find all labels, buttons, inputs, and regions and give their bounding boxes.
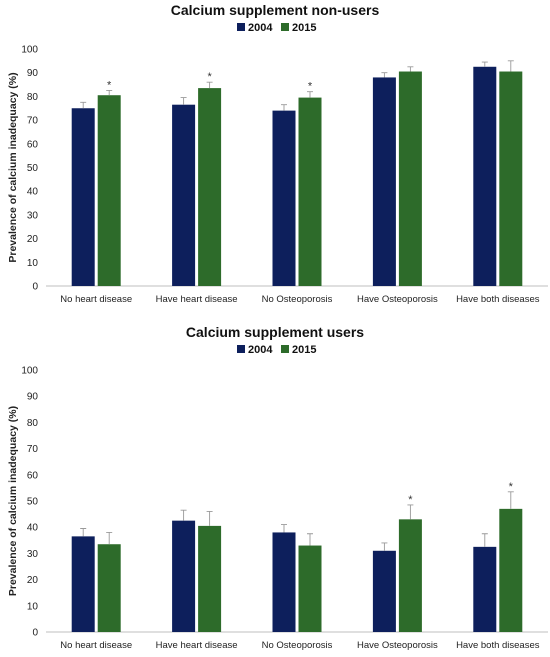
legend-swatch-2004 [237, 23, 245, 31]
y-axis-label: Prevalence of calcium inadequacy (%) [7, 72, 19, 262]
x-tick-label: No Osteoporosis [262, 640, 333, 651]
x-tick-label: No Osteoporosis [262, 294, 333, 305]
error-bar-2004-1 [180, 509, 187, 521]
bar-2004-0 [71, 536, 95, 632]
error-bar-2004-4 [481, 61, 488, 67]
y-tick-label: 40 [27, 523, 39, 534]
error-bar-2004-3 [381, 542, 388, 551]
x-tick-label: Have heart disease [156, 640, 238, 651]
significance-marker: * [408, 494, 413, 506]
x-tick-label: Have Osteoporosis [357, 294, 438, 305]
y-tick-label: 70 [27, 116, 39, 127]
y-tick-label: 100 [21, 45, 38, 56]
error-bar-2015-4 [507, 491, 514, 509]
bar-2015-3 [398, 519, 422, 632]
error-bar-2015-0 [106, 531, 113, 545]
bar-2004-3 [372, 550, 396, 632]
legend-label-2004: 2004 [248, 344, 273, 356]
error-bar-2015-3 [407, 504, 414, 520]
y-tick-label: 30 [27, 549, 39, 560]
x-tick-label: No heart disease [60, 640, 132, 651]
error-bar-2015-2 [307, 533, 313, 546]
legend-label-2015: 2015 [292, 344, 316, 356]
x-tick-label: No heart disease [60, 294, 132, 305]
x-tick-label: Have both diseases [456, 640, 540, 651]
legend-swatch-2015 [281, 345, 289, 353]
error-bar-2004-2 [281, 104, 287, 111]
bar-2015-4 [499, 508, 523, 632]
bar-2004-3 [372, 77, 396, 286]
y-tick-label: 60 [27, 470, 39, 481]
bar-2015-2 [298, 97, 322, 287]
error-bar-2004-0 [80, 101, 87, 109]
bar-2004-1 [172, 104, 196, 286]
bar-2015-2 [298, 545, 322, 632]
error-bar-2015-1 [206, 81, 213, 89]
error-bar-2015-2 [307, 91, 313, 98]
bar-2004-2 [272, 110, 296, 287]
error-bar-2004-3 [381, 72, 388, 78]
y-axis-label: Prevalence of calcium inadequacy (%) [7, 406, 19, 596]
significance-marker: * [207, 71, 212, 83]
y-tick-label: 20 [27, 234, 39, 245]
chart-title: Calcium supplement users [186, 324, 364, 340]
y-tick-label: 60 [27, 139, 39, 150]
error-bar-2015-0 [106, 90, 113, 96]
y-tick-label: 80 [27, 418, 39, 429]
y-tick-label: 100 [21, 366, 38, 377]
bar-2004-1 [172, 520, 196, 632]
x-tick-label: Have Osteoporosis [357, 640, 438, 651]
y-tick-label: 10 [27, 258, 39, 269]
y-tick-label: 10 [27, 601, 39, 612]
y-tick-label: 50 [27, 497, 39, 508]
significance-marker: * [107, 79, 112, 91]
chart-title: Calcium supplement non-users [171, 2, 380, 18]
legend-swatch-2004 [237, 345, 245, 353]
y-tick-label: 0 [32, 628, 38, 639]
legend-swatch-2015 [281, 23, 289, 31]
error-bar-2004-0 [80, 528, 87, 537]
bar-2004-0 [71, 108, 95, 286]
bar-2015-0 [97, 544, 121, 632]
bar-2015-1 [198, 88, 222, 286]
significance-marker: * [308, 81, 313, 93]
bar-2004-2 [272, 532, 296, 632]
y-tick-label: 80 [27, 92, 39, 103]
x-tick-label: Have both diseases [456, 294, 540, 305]
bar-2015-3 [398, 71, 422, 286]
y-tick-label: 90 [27, 68, 39, 79]
x-tick-label: Have heart disease [156, 294, 238, 305]
bar-2004-4 [473, 546, 497, 632]
error-bar-2004-4 [481, 533, 488, 547]
significance-marker: * [509, 481, 514, 493]
error-bar-2015-1 [206, 511, 213, 526]
error-bar-2004-1 [180, 97, 187, 105]
legend-label-2004: 2004 [248, 22, 273, 34]
y-tick-label: 50 [27, 163, 39, 174]
legend-label-2015: 2015 [292, 22, 316, 34]
error-bar-2004-2 [281, 524, 287, 533]
y-tick-label: 90 [27, 392, 39, 403]
bar-2004-4 [473, 66, 497, 287]
bar-2015-0 [97, 95, 121, 286]
bar-2015-1 [198, 525, 222, 632]
y-tick-label: 20 [27, 575, 39, 586]
y-tick-label: 0 [32, 282, 38, 293]
y-tick-label: 70 [27, 444, 39, 455]
error-bar-2015-3 [407, 66, 414, 72]
error-bar-2015-4 [507, 60, 514, 72]
y-tick-label: 40 [27, 187, 39, 198]
bar-2015-4 [499, 71, 523, 286]
y-tick-label: 30 [27, 210, 39, 221]
